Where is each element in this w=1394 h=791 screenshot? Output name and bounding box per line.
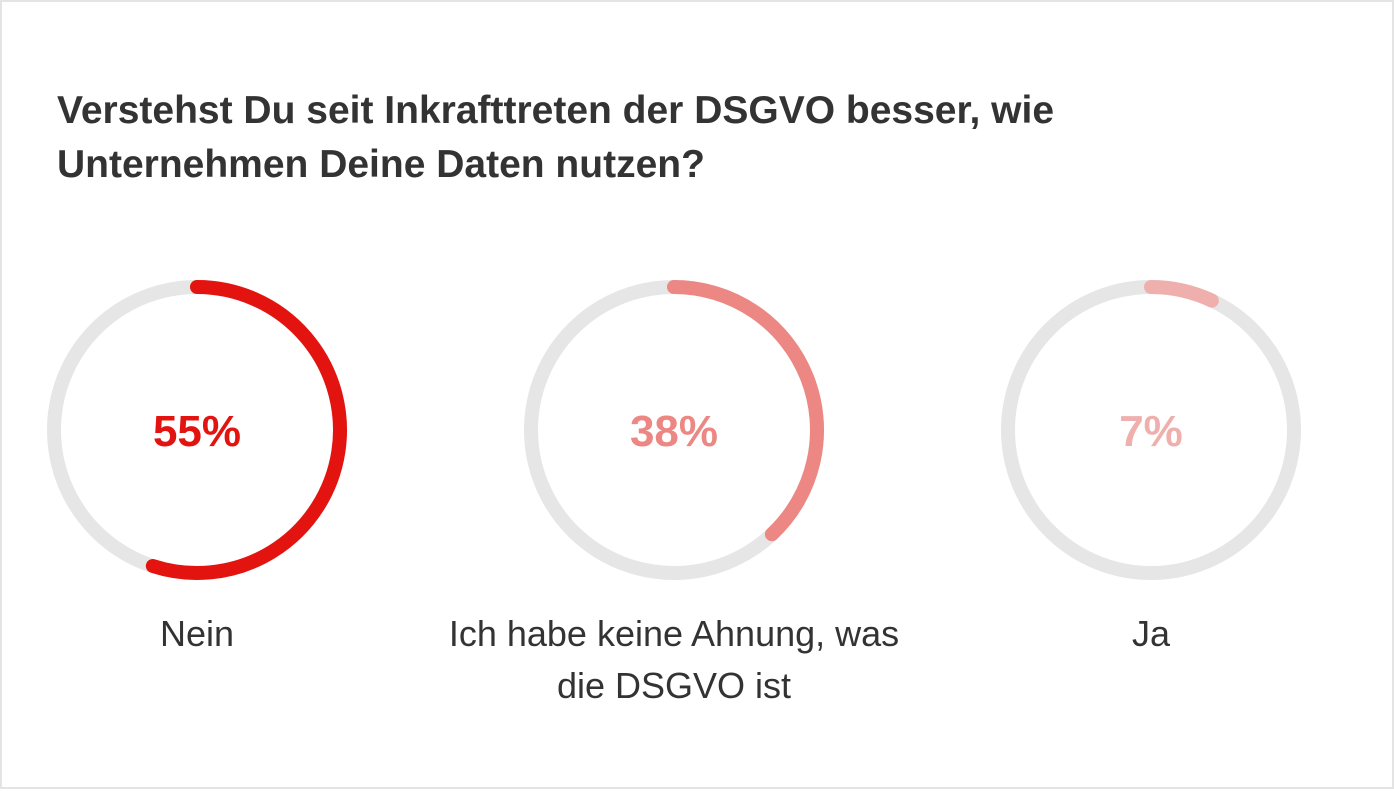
chart-title: Verstehst Du seit Inkrafttreten der DSGV… — [57, 89, 1055, 186]
ring-arc — [145, 280, 347, 580]
category-label: Nein — [159, 613, 235, 654]
value-label: 7% — [1119, 407, 1183, 456]
category-label: Ja — [1131, 613, 1171, 654]
value-label: 38% — [630, 407, 718, 456]
category-label: Ich habe keine Ahnung, was die DSGVO ist — [448, 613, 900, 706]
ring-arc — [1144, 280, 1219, 308]
value-label: 55% — [153, 407, 241, 456]
ring-arc — [667, 280, 824, 542]
